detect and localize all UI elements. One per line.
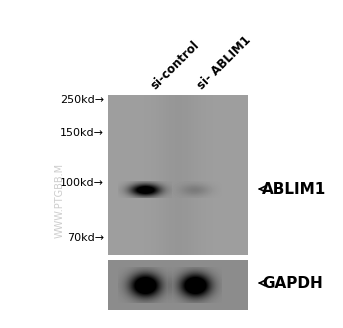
Text: si- ABLIM1: si- ABLIM1 [195,33,253,92]
Text: WWW.PTGBB.M: WWW.PTGBB.M [55,162,65,237]
Text: 150kd→: 150kd→ [60,128,104,138]
Text: GAPDH: GAPDH [262,276,323,291]
Text: ABLIM1: ABLIM1 [262,181,326,196]
Text: 70kd→: 70kd→ [67,233,104,243]
Text: si-control: si-control [148,38,202,92]
Text: 100kd→: 100kd→ [60,178,104,188]
Text: 250kd→: 250kd→ [60,95,104,105]
